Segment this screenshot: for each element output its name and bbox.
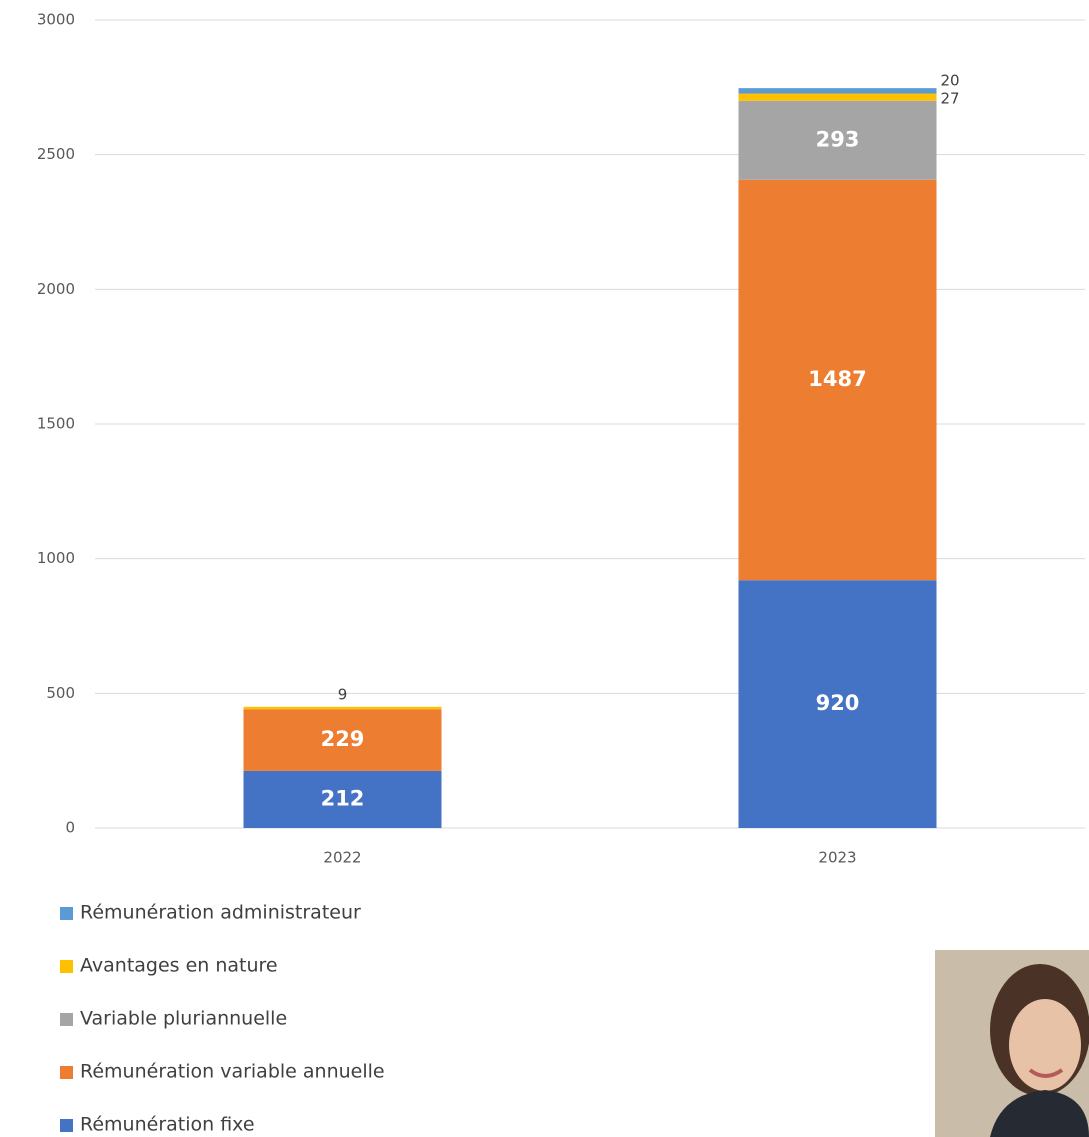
legend-label: Rémunération fixe: [80, 1114, 255, 1136]
y-tick-label: 1000: [37, 549, 75, 567]
legend-label: Rémunération variable annuelle: [80, 1061, 385, 1083]
bar-segment: [243, 709, 442, 771]
bar-segment: [738, 93, 937, 101]
y-tick-label: 3000: [37, 11, 75, 29]
bar-segment: [243, 706, 442, 710]
y-tick-label: 1500: [37, 415, 75, 433]
photo: [935, 950, 1089, 1137]
bar-segment: [243, 770, 442, 828]
x-tick-label: 2022: [323, 849, 361, 867]
y-tick-label: 500: [46, 684, 75, 702]
legend-swatch: [60, 1013, 73, 1026]
bar-segment: [738, 88, 937, 94]
y-tick-label: 0: [65, 819, 75, 837]
legend-swatch: [60, 960, 73, 973]
bar-segment: [738, 100, 937, 180]
x-tick-label: 2023: [818, 849, 856, 867]
bar-segment: [738, 179, 937, 581]
legend-swatch: [60, 907, 73, 920]
data-label: 229: [321, 727, 365, 751]
data-label: 1487: [808, 367, 866, 391]
data-label: 920: [816, 691, 860, 715]
data-label: 212: [321, 786, 365, 810]
y-tick-label: 2500: [37, 145, 75, 163]
y-tick-label: 2000: [37, 280, 75, 298]
legend-label: Rémunération administrateur: [80, 902, 361, 924]
data-label: 20: [941, 71, 960, 89]
legend-swatch: [60, 1119, 73, 1132]
data-label: 27: [941, 90, 960, 108]
data-label: 9: [338, 685, 348, 703]
legend-label: Avantages en nature: [80, 955, 278, 977]
bar-segment: [738, 580, 937, 828]
legend-swatch: [60, 1066, 73, 1079]
data-label: 293: [816, 127, 860, 151]
legend-label: Variable pluriannuelle: [80, 1008, 287, 1030]
